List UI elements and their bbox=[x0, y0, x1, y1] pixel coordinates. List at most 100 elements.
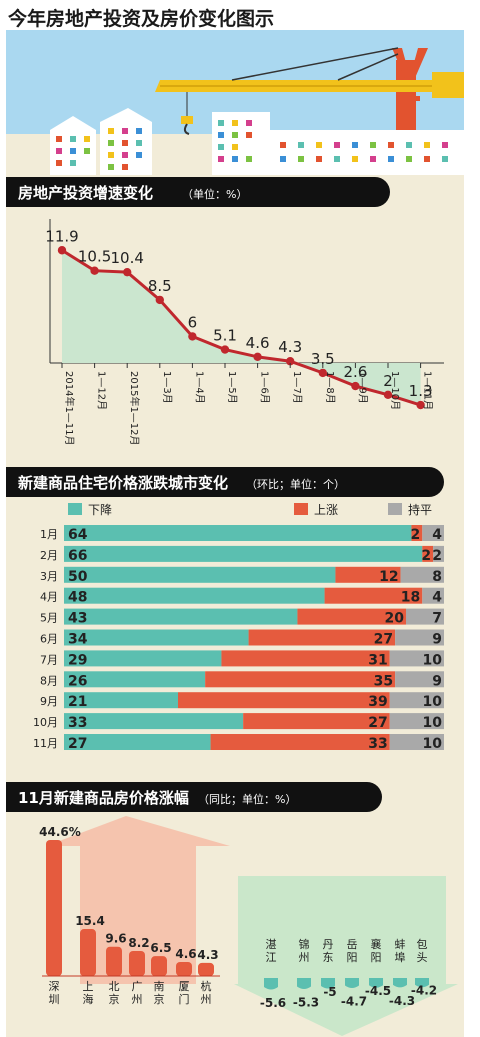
citycount-section-unit: （环比；单位：个） bbox=[246, 478, 345, 491]
down-value-label: 29 bbox=[68, 652, 87, 668]
flat-value-label: 8 bbox=[432, 569, 442, 585]
rising-value-label: 4.3 bbox=[197, 948, 218, 962]
bar-segment-up bbox=[178, 692, 390, 709]
up-value-label: 2 bbox=[421, 548, 431, 564]
building-windows bbox=[56, 120, 448, 170]
falling-city-label: 丹东 bbox=[323, 938, 334, 964]
up-value-label: 33 bbox=[368, 736, 387, 752]
up-value-label: 39 bbox=[368, 694, 387, 710]
rising-bar bbox=[129, 950, 145, 976]
month-label: 11月 bbox=[33, 737, 58, 750]
rising-city-label: 上海 bbox=[83, 980, 94, 1006]
investment-category-label: 1—10月 bbox=[389, 371, 401, 410]
falling-city-label: 锦州 bbox=[299, 937, 310, 964]
bar-segment-flat bbox=[389, 734, 444, 750]
bar-segment-flat bbox=[422, 587, 444, 604]
bar-segment-up bbox=[324, 587, 423, 604]
month-label: 3月 bbox=[40, 570, 58, 583]
bar-segment-down bbox=[64, 734, 211, 750]
window-icon bbox=[246, 132, 252, 138]
flat-value-label: 9 bbox=[432, 632, 442, 648]
falling-city-label: 包头 bbox=[417, 938, 428, 964]
down-arrow-shape bbox=[234, 876, 458, 1036]
window-icon bbox=[136, 128, 142, 134]
investment-point bbox=[383, 390, 393, 399]
window-icon bbox=[316, 142, 322, 148]
rising-bar bbox=[151, 956, 167, 976]
bar-segment-up bbox=[210, 734, 390, 750]
bar-segment-down bbox=[64, 692, 178, 709]
page-title: 今年房地产投资及房价变化图示 bbox=[8, 8, 275, 30]
window-icon bbox=[84, 136, 90, 142]
window-icon bbox=[246, 156, 252, 162]
bar-segment-down bbox=[64, 587, 325, 604]
rising-bar bbox=[106, 946, 122, 976]
investment-section-title: 房地产投资增速变化 bbox=[18, 184, 154, 202]
investment-point bbox=[220, 345, 230, 354]
falling-value-label: -4.2 bbox=[411, 984, 437, 998]
yoy-section-unit: （同比；单位：%） bbox=[198, 793, 297, 806]
rising-bar bbox=[198, 962, 214, 976]
bar-segment-flat bbox=[406, 608, 444, 625]
window-icon bbox=[122, 164, 128, 170]
investment-value-label: 2.6 bbox=[343, 363, 367, 381]
investment-value-label: 1.3 bbox=[409, 382, 433, 400]
yoy-section-header: 11月新建商品房价格涨幅 （同比；单位：%） bbox=[6, 782, 382, 812]
investment-category-label: 1—11月 bbox=[422, 371, 434, 410]
month-label: 5月 bbox=[40, 612, 58, 625]
yoy-section-title: 11月新建商品房价格涨幅 bbox=[18, 789, 189, 807]
investment-panel: 房地产投资增速变化 （单位：%） 11.9 2014年1—11月 10.5 1—12月… bbox=[6, 175, 464, 465]
window-icon bbox=[442, 156, 448, 162]
investment-value-label: 4.6 bbox=[246, 334, 270, 352]
investment-category-label: 1—4月 bbox=[193, 371, 205, 404]
flat-value-label: 4 bbox=[432, 590, 442, 606]
falling-value-label: -4.3 bbox=[389, 994, 415, 1008]
bar-segment-flat bbox=[422, 525, 444, 541]
investment-line-chart: 11.9 2014年1—11月 10.5 1—12月 10.4 2015年1—12月 8.5… bbox=[45, 219, 444, 446]
window-icon bbox=[388, 142, 394, 148]
investment-point bbox=[318, 368, 327, 378]
window-icon bbox=[218, 120, 224, 126]
yoy-bar-chart: 44.6% 深圳 15.4 上海 9.6 北京 8.2 广州 6.5 南京 4.6 厦门 4.3 杭州 湛江… bbox=[39, 816, 458, 1036]
window-icon bbox=[218, 132, 224, 138]
up-value-label: 35 bbox=[374, 673, 393, 689]
rising-bar bbox=[176, 961, 192, 976]
investment-section-unit: （单位：%） bbox=[182, 188, 248, 201]
bar-segment-down bbox=[64, 713, 244, 730]
month-label: 8月 bbox=[40, 674, 58, 687]
investment-series-line bbox=[61, 248, 422, 407]
rising-value-label: 44.6% bbox=[39, 825, 81, 839]
legend-swatch-2 bbox=[388, 503, 402, 515]
citycount-panel: 新建商品住宅价格涨跌城市变化 （环比；单位：个） 下降 上涨 持平 1月 64 2 4 2月 6… bbox=[6, 465, 464, 780]
investment-area bbox=[62, 250, 421, 406]
falling-value-label: -5.6 bbox=[260, 996, 286, 1010]
window-icon bbox=[246, 120, 252, 126]
rising-city-label: 南京 bbox=[154, 980, 165, 1006]
bar-segment-up bbox=[411, 525, 423, 541]
rising-value-label: 9.6 bbox=[105, 932, 126, 946]
investment-value-label: 11.9 bbox=[45, 227, 78, 245]
window-icon bbox=[442, 142, 448, 148]
window-icon bbox=[298, 142, 304, 148]
window-icon bbox=[56, 160, 62, 166]
bar-segment-up bbox=[335, 566, 401, 583]
flat-value-label: 7 bbox=[432, 611, 442, 627]
down-value-label: 26 bbox=[68, 673, 87, 689]
citycount-section-header: 新建商品住宅价格涨跌城市变化 （环比；单位：个） bbox=[6, 467, 444, 497]
investment-value-label: 6 bbox=[188, 313, 198, 331]
legend-swatch-0 bbox=[68, 503, 82, 515]
window-icon bbox=[232, 132, 238, 138]
window-icon bbox=[406, 142, 412, 148]
flat-value-label: 10 bbox=[423, 694, 443, 710]
rising-bar bbox=[46, 839, 62, 976]
bar-segment-down bbox=[64, 608, 298, 625]
month-label: 6月 bbox=[40, 633, 58, 646]
falling-value-label: -4.7 bbox=[341, 995, 367, 1009]
rising-city-label: 深圳 bbox=[49, 980, 60, 1006]
bar-segment-flat bbox=[433, 545, 444, 562]
bar-segment-flat bbox=[395, 629, 444, 646]
window-icon bbox=[218, 144, 224, 150]
window-icon bbox=[388, 156, 394, 162]
